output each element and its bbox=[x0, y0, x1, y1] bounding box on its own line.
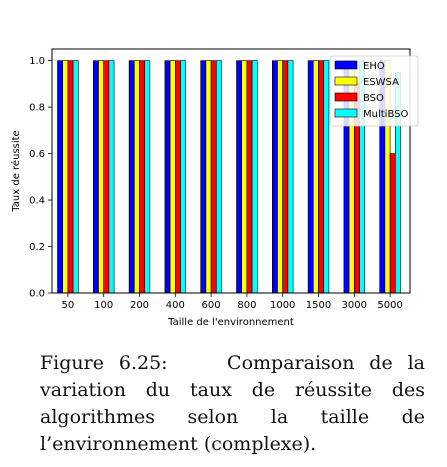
legend-swatch-eho bbox=[334, 60, 358, 70]
y-tick-label: 0.0 bbox=[29, 289, 45, 300]
bar-multibso-1000 bbox=[287, 60, 294, 294]
bar-eswsa-200 bbox=[134, 60, 140, 294]
legend-swatch-eswsa bbox=[334, 76, 358, 86]
bar-eho-800 bbox=[236, 60, 242, 294]
bar-bso-50 bbox=[67, 60, 74, 294]
bar-multibso-800 bbox=[251, 60, 258, 294]
bar-multibso-100 bbox=[108, 60, 115, 294]
x-tick-label: 600 bbox=[202, 300, 221, 311]
figure-caption-text: Comparaison de la variation du taux de r… bbox=[40, 352, 425, 455]
bar-eho-50 bbox=[57, 60, 63, 294]
bar-bso-100 bbox=[103, 60, 110, 294]
x-tick-label: 800 bbox=[237, 300, 256, 311]
x-tick-label: 200 bbox=[130, 300, 149, 311]
bar-bso-800 bbox=[246, 60, 253, 294]
plot-frame bbox=[51, 48, 411, 294]
x-tick-label: 1500 bbox=[306, 300, 331, 311]
y-axis-label: Taux de réussite bbox=[10, 130, 22, 212]
bar-eswsa-800 bbox=[241, 60, 248, 294]
legend: EHO ESWSA BSO MultiBSO bbox=[329, 55, 419, 127]
bar-eho-1500 bbox=[307, 60, 314, 294]
legend-swatch-bso bbox=[334, 92, 358, 102]
x-tick-label: 1000 bbox=[270, 300, 295, 311]
legend-label-eswsa: ESWSA bbox=[363, 77, 399, 88]
bar-multibso-400 bbox=[180, 60, 186, 294]
bar-eswsa-600 bbox=[205, 60, 212, 294]
legend-label-bso: BSO bbox=[363, 93, 384, 104]
y-tick-label: 0.8 bbox=[29, 103, 45, 114]
bars-group bbox=[57, 60, 401, 294]
legend-label-multibso: MultiBSO bbox=[363, 109, 408, 120]
figure-caption: Figure 6.25: Comparaison de la variation… bbox=[40, 350, 425, 458]
x-axis-label: Taille de l'environnement bbox=[167, 317, 294, 328]
figure-caption-label: Figure 6.25: bbox=[40, 352, 168, 374]
y-tick-label: 0.6 bbox=[29, 149, 45, 160]
bar-eswsa-1000 bbox=[277, 60, 283, 294]
bar-bso-400 bbox=[175, 60, 181, 294]
bar-bso-200 bbox=[139, 60, 145, 294]
bar-eho-100 bbox=[93, 60, 99, 294]
y-tick-label: 0.2 bbox=[29, 242, 45, 253]
bar-eho-1000 bbox=[271, 60, 278, 294]
x-tick-label: 3000 bbox=[342, 300, 367, 311]
bar-bso-600 bbox=[210, 60, 217, 294]
bar-bso-1000 bbox=[282, 60, 289, 294]
bar-multibso-1500 bbox=[323, 60, 330, 294]
bar-multibso-600 bbox=[216, 60, 222, 294]
bar-eswsa-400 bbox=[169, 60, 176, 294]
legend-swatch-multibso bbox=[334, 108, 358, 118]
bar-eswsa-1500 bbox=[312, 60, 319, 294]
x-tick-label: 5000 bbox=[377, 300, 402, 311]
bar-eho-200 bbox=[128, 60, 135, 294]
bar-multibso-200 bbox=[144, 60, 151, 294]
bar-eho-400 bbox=[164, 60, 171, 294]
x-axis: 50 100 200 400 600 800 1000 1500 3000 5000 bbox=[62, 293, 403, 311]
y-tick-label: 0.4 bbox=[29, 196, 45, 207]
x-tick-label: 400 bbox=[166, 300, 185, 311]
bar-eho-600 bbox=[200, 60, 207, 294]
bar-bso-1500 bbox=[318, 60, 324, 294]
y-axis: 0.0 0.2 0.4 0.6 0.8 1.0 bbox=[29, 56, 52, 300]
bar-eswsa-50 bbox=[62, 60, 69, 294]
x-tick-label: 50 bbox=[62, 300, 75, 311]
bar-eswsa-100 bbox=[98, 60, 104, 294]
x-tick-label: 100 bbox=[94, 300, 113, 311]
bar-multibso-50 bbox=[72, 60, 79, 294]
y-tick-label: 1.0 bbox=[29, 56, 45, 67]
legend-box bbox=[329, 55, 419, 127]
bar-bso-5000 bbox=[389, 153, 396, 294]
bar-chart: 0.0 0.2 0.4 0.6 0.8 1.0 50 100 200 400 600 800 1000… bbox=[10, 48, 419, 328]
legend-label-eho: EHO bbox=[363, 61, 385, 72]
